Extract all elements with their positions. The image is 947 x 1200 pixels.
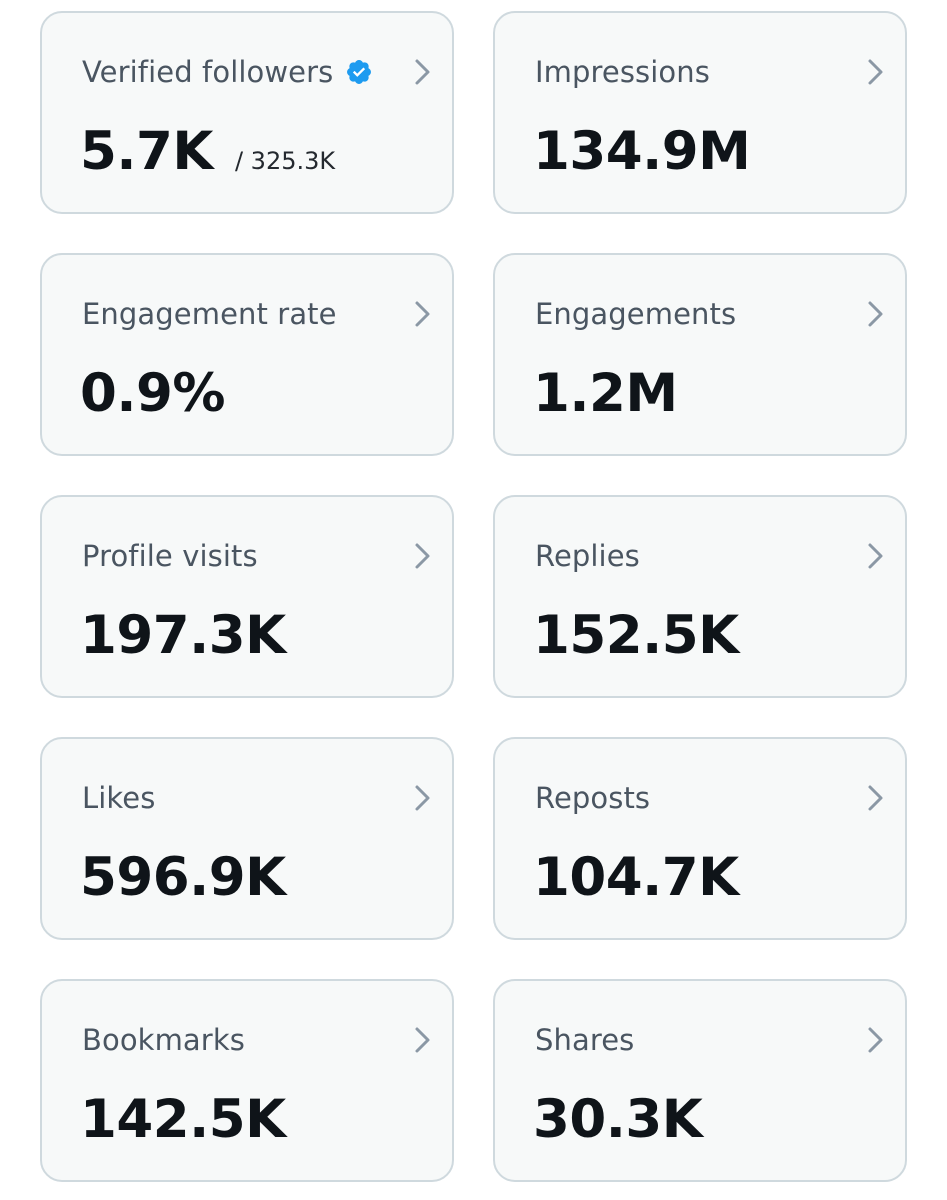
card-value: 152.5K	[533, 605, 739, 666]
card-reposts[interactable]: Reposts 104.7K	[493, 737, 907, 940]
card-engagements[interactable]: Engagements 1.2M	[493, 253, 907, 456]
card-value: 142.5K	[80, 1089, 286, 1150]
card-value-row: 1.2M	[533, 363, 678, 424]
card-value: 197.3K	[80, 605, 286, 666]
card-value: 134.9M	[533, 121, 751, 182]
card-engagement-rate[interactable]: Engagement rate 0.9%	[40, 253, 454, 456]
card-value-row: 197.3K	[80, 605, 286, 666]
chevron-right-icon[interactable]	[412, 299, 434, 329]
card-label: Verified followers	[82, 55, 334, 89]
card-value: 5.7K	[80, 121, 213, 182]
analytics-grid: Verified followers 5.7K / 325.3K Impress…	[40, 11, 907, 1182]
chevron-right-icon[interactable]	[865, 783, 887, 813]
card-label: Engagements	[535, 297, 737, 331]
card-label: Profile visits	[82, 539, 258, 573]
card-label-row: Shares	[535, 1021, 634, 1059]
card-label: Shares	[535, 1023, 635, 1057]
chevron-right-icon[interactable]	[865, 57, 887, 87]
card-label-row: Profile visits	[82, 537, 258, 575]
card-label-row: Reposts	[535, 779, 650, 817]
card-label-row: Engagements	[535, 295, 736, 333]
card-label: Bookmarks	[82, 1023, 245, 1057]
card-label-row: Engagement rate	[82, 295, 337, 333]
card-value-row: 30.3K	[533, 1089, 703, 1150]
card-shares[interactable]: Shares 30.3K	[493, 979, 907, 1182]
card-label-row: Replies	[535, 537, 640, 575]
card-value-row: 104.7K	[533, 847, 739, 908]
chevron-right-icon[interactable]	[412, 783, 434, 813]
card-profile-visits[interactable]: Profile visits 197.3K	[40, 495, 454, 698]
card-label-row: Impressions	[535, 53, 710, 91]
card-label: Likes	[82, 781, 156, 815]
card-value-row: 0.9%	[80, 363, 226, 424]
card-likes[interactable]: Likes 596.9K	[40, 737, 454, 940]
chevron-right-icon[interactable]	[865, 1025, 887, 1055]
card-value: 596.9K	[80, 847, 286, 908]
card-value-row: 142.5K	[80, 1089, 286, 1150]
verified-badge-icon	[345, 58, 373, 86]
card-value-row: 5.7K / 325.3K	[80, 121, 335, 182]
card-label-row: Likes	[82, 779, 155, 817]
chevron-right-icon[interactable]	[865, 541, 887, 571]
card-verified-followers[interactable]: Verified followers 5.7K / 325.3K	[40, 11, 454, 214]
card-label-row: Verified followers	[82, 53, 373, 91]
card-label-row: Bookmarks	[82, 1021, 245, 1059]
card-value-row: 134.9M	[533, 121, 751, 182]
card-label: Replies	[535, 539, 640, 573]
chevron-right-icon[interactable]	[865, 299, 887, 329]
card-bookmarks[interactable]: Bookmarks 142.5K	[40, 979, 454, 1182]
card-value: 30.3K	[533, 1089, 703, 1150]
card-value-row: 152.5K	[533, 605, 739, 666]
card-sub-value: / 325.3K	[234, 147, 336, 175]
card-value-row: 596.9K	[80, 847, 286, 908]
card-impressions[interactable]: Impressions 134.9M	[493, 11, 907, 214]
chevron-right-icon[interactable]	[412, 1025, 434, 1055]
chevron-right-icon[interactable]	[412, 541, 434, 571]
card-label: Impressions	[535, 55, 710, 89]
card-value: 104.7K	[533, 847, 739, 908]
chevron-right-icon[interactable]	[412, 57, 434, 87]
card-label: Engagement rate	[82, 297, 337, 331]
card-value: 0.9%	[80, 363, 226, 424]
card-value: 1.2M	[533, 363, 678, 424]
card-label: Reposts	[535, 781, 651, 815]
card-replies[interactable]: Replies 152.5K	[493, 495, 907, 698]
